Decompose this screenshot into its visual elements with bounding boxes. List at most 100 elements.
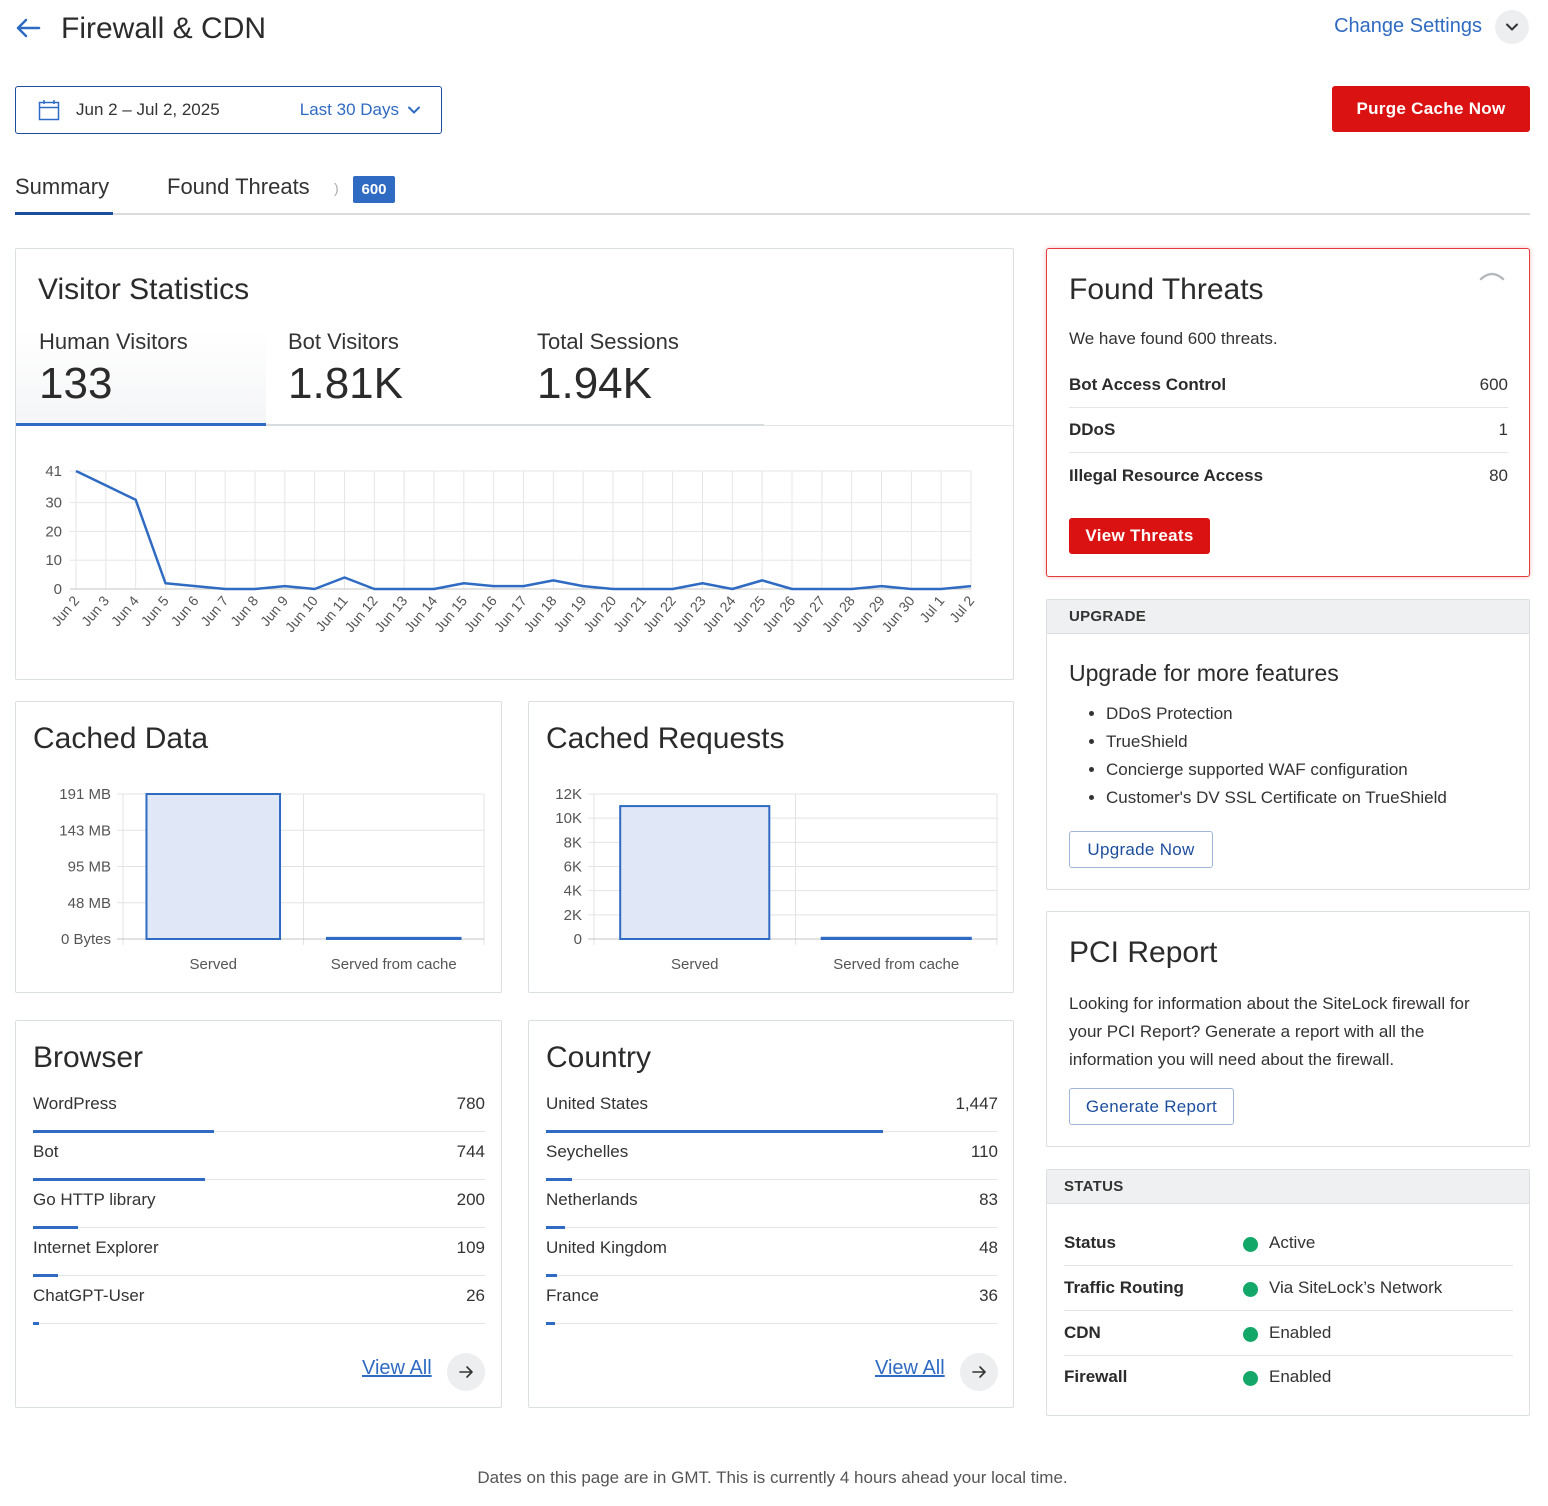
tab-found-threats[interactable]: Found Threats [167, 174, 310, 199]
y-tick-label: 143 MB [59, 822, 111, 839]
y-tick-label: 10 [45, 552, 62, 569]
cached-data-card: Cached Data 0 Bytes 48 MB 95 MB 143 MB 191 M… [15, 701, 502, 993]
change-settings-link[interactable]: Change Settings [1334, 15, 1482, 37]
row-name: United States [546, 1094, 649, 1113]
bar [820, 936, 972, 941]
browser-row: Bot 744 [33, 1132, 485, 1181]
country-view-all-arrow-button[interactable] [960, 1353, 998, 1391]
row-name: Internet Explorer [33, 1238, 159, 1257]
stat-value: 1.81K [288, 359, 403, 408]
found-threats-card: Found Threats We have found 600 threats.… [1046, 248, 1530, 577]
status-row: Traffic Routing Via SiteLock’s Network [1064, 1266, 1513, 1311]
arrow-right-icon [972, 1366, 986, 1378]
card-title: Cached Data [33, 722, 209, 755]
browser-row: ChatGPT-User 26 [33, 1276, 485, 1325]
loading-spinner-icon: ) [334, 180, 339, 196]
status-key: Traffic Routing [1064, 1278, 1184, 1297]
x-tick-label: Jun 10 [282, 592, 321, 635]
status-dot-icon [1243, 1282, 1258, 1297]
share-bar [33, 1274, 59, 1277]
country-row: France 36 [546, 1276, 998, 1325]
cached-requests-card: Cached Requests 0 2K 4K 6K 8K 10K 12K Served Ser… [528, 701, 1014, 993]
y-tick-label: 0 [574, 931, 582, 948]
browser-view-all-arrow-button[interactable] [447, 1353, 485, 1391]
x-tick-label: Jun 30 [878, 592, 917, 635]
x-category-label: Served [189, 956, 237, 973]
share-bar [546, 1226, 566, 1229]
share-bar [546, 1178, 572, 1181]
stat-label: Bot Visitors [288, 329, 399, 354]
row-count: 744 [456, 1142, 485, 1161]
stat-tab-human-visitors[interactable]: Human Visitors 133 [16, 329, 266, 426]
card-title: PCI Report [1069, 936, 1218, 969]
feature-item: DDoS Protection [1106, 700, 1447, 728]
bar [145, 793, 282, 940]
visitor-statistics-card: Visitor Statistics Human Visitors 133 Bo… [15, 248, 1014, 680]
browser-row: Go HTTP library 200 [33, 1180, 485, 1229]
country-view-all-link[interactable]: View All [875, 1357, 945, 1379]
upgrade-card: UPGRADE Upgrade for more features DDoS P… [1046, 599, 1530, 890]
view-threats-button[interactable]: View Threats [1069, 518, 1210, 554]
upgrade-title: Upgrade for more features [1069, 660, 1339, 686]
active-tab-indicator [15, 212, 113, 215]
feature-item: Concierge supported WAF configuration [1106, 756, 1447, 784]
date-range-picker[interactable]: Jun 2 – Jul 2, 2025 Last 30 Days [15, 86, 442, 134]
browser-card: Browser WordPress 780 Bot 744 Go HTTP librar… [15, 1020, 502, 1408]
x-tick-label: Jul 2 [946, 592, 977, 625]
feature-list: DDoS Protection TrueShield Concierge sup… [1106, 700, 1447, 812]
threat-row: Bot Access Control 600 [1069, 363, 1508, 408]
section-header: STATUS [1047, 1170, 1529, 1204]
row-count: 83 [979, 1190, 998, 1209]
date-preset-select[interactable]: Last 30 Days [299, 100, 399, 119]
status-dot-icon [1243, 1327, 1258, 1342]
pci-text-line: information you will need about the fire… [1069, 1050, 1395, 1069]
row-name: ChatGPT-User [33, 1286, 145, 1305]
country-row: Netherlands 83 [546, 1180, 998, 1229]
row-count: 110 [970, 1142, 998, 1161]
card-title: Country [546, 1041, 652, 1074]
threat-count: 80 [1489, 465, 1508, 485]
stat-tab-total-sessions[interactable]: Total Sessions 1.94K [514, 329, 764, 426]
share-bar [546, 1130, 883, 1133]
y-tick-label: 4K [564, 883, 582, 900]
stat-label: Human Visitors [39, 329, 188, 354]
divider [266, 424, 764, 426]
x-tick-label: Jul 1 [916, 592, 947, 625]
tabs-divider [15, 213, 1530, 215]
card-title: Visitor Statistics [38, 273, 250, 306]
arrow-right-icon [459, 1366, 473, 1378]
tab-summary[interactable]: Summary [15, 174, 110, 199]
pci-report-card: PCI Report Looking for information about… [1046, 911, 1530, 1147]
calendar-icon [38, 100, 60, 121]
share-bar [546, 1274, 558, 1277]
threat-name: DDoS [1069, 420, 1116, 439]
row-count: 200 [456, 1190, 485, 1209]
page-title: Firewall & CDN [61, 12, 267, 45]
cached-data-bar-chart: 0 Bytes 48 MB 95 MB 143 MB 191 MB Served Serve… [59, 786, 485, 973]
status-key: Firewall [1064, 1367, 1128, 1386]
x-tick-label: Jun 5 [138, 592, 172, 629]
status-dot-icon [1243, 1237, 1258, 1252]
stat-label: Total Sessions [537, 329, 679, 354]
share-bar [546, 1322, 555, 1325]
generate-report-button[interactable]: Generate Report [1069, 1088, 1234, 1125]
x-tick-label: Jun 7 [197, 592, 231, 629]
row-name: WordPress [33, 1094, 117, 1113]
active-stat-indicator [16, 423, 266, 426]
upgrade-now-button[interactable]: Upgrade Now [1069, 831, 1213, 868]
browser-view-all-link[interactable]: View All [362, 1357, 432, 1379]
row-name: Netherlands [546, 1190, 638, 1209]
cached-requests-bar-chart: 0 2K 4K 6K 8K 10K 12K Served Served from cache [555, 786, 998, 973]
threat-count: 1 [1498, 420, 1508, 439]
status-row: Status Active [1064, 1221, 1513, 1266]
back-arrow-icon[interactable] [14, 14, 42, 42]
settings-dropdown-button[interactable] [1495, 10, 1529, 44]
date-range-text: Jun 2 – Jul 2, 2025 [76, 100, 220, 119]
share-bar [33, 1226, 79, 1229]
row-count: 26 [466, 1286, 485, 1305]
browser-row: Internet Explorer 109 [33, 1228, 485, 1277]
purge-cache-button[interactable]: Purge Cache Now [1332, 86, 1530, 132]
stat-tab-bot-visitors[interactable]: Bot Visitors 1.81K [265, 329, 515, 426]
y-tick-label: 30 [45, 495, 62, 512]
status-key: CDN [1064, 1323, 1101, 1342]
